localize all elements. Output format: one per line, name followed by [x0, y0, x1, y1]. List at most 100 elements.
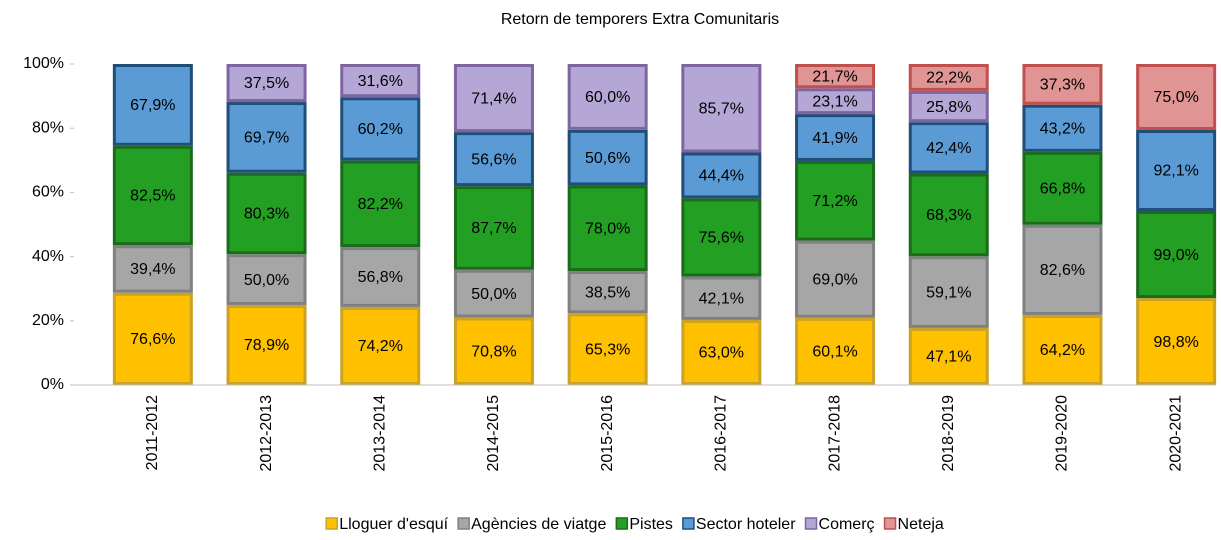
bar-segment: [112, 145, 193, 246]
value-label: 25,8%: [926, 99, 971, 116]
x-tick-label: 2012-2013: [258, 395, 275, 472]
bar-segment: [1022, 224, 1103, 315]
value-label: 21,7%: [812, 68, 857, 85]
value-label: 92,1%: [1153, 163, 1198, 180]
value-label: 71,2%: [812, 193, 857, 210]
y-tick-label: 60%: [32, 184, 64, 201]
legend-swatch: [804, 517, 818, 530]
value-label: 37,3%: [1040, 77, 1085, 94]
value-label: 75,6%: [699, 230, 744, 247]
bar-segment: [795, 114, 876, 161]
bar-segment: [908, 256, 989, 328]
y-tick-label: 20%: [32, 312, 64, 329]
value-label: 69,0%: [812, 271, 857, 288]
value-label: 42,4%: [926, 140, 971, 157]
bar-segment: [908, 173, 989, 257]
value-label: 50,6%: [585, 150, 630, 167]
bar-segment: [795, 317, 876, 386]
value-label: 70,8%: [471, 343, 516, 360]
value-label: 22,2%: [926, 70, 971, 87]
y-tick-label: 40%: [32, 248, 64, 265]
value-label: 44,4%: [699, 168, 744, 185]
x-tick-label: 2017-2018: [826, 395, 843, 472]
bar-segment: [795, 88, 876, 115]
x-tick-label: 2014-2015: [485, 395, 502, 472]
bar-segment: [340, 247, 421, 307]
bar-segment: [340, 160, 421, 248]
bar-segment: [340, 64, 421, 98]
bar-segment: [567, 129, 648, 186]
value-label: 69,7%: [244, 130, 289, 147]
value-label: 82,5%: [130, 188, 175, 205]
bar-segment: [681, 64, 762, 153]
bar-segment: [567, 64, 648, 130]
chart-title: Retorn de temporers Extra Comunitaris: [501, 11, 779, 28]
bar-segment: [112, 245, 193, 293]
value-label: 64,2%: [1040, 342, 1085, 359]
value-label: 87,7%: [471, 220, 516, 237]
x-tick-label: 2020-2021: [1167, 395, 1184, 472]
value-label: 68,3%: [926, 207, 971, 224]
bar-segment: [908, 122, 989, 174]
value-label: 80,3%: [244, 206, 289, 223]
value-label: 23,1%: [812, 93, 857, 110]
bar-segment: [1022, 151, 1103, 225]
legend-label: Agències de viatge: [471, 516, 606, 533]
value-label: 56,8%: [358, 269, 403, 286]
bar-segment: [340, 306, 421, 385]
value-label: 78,0%: [585, 220, 630, 237]
legend-swatch: [682, 517, 695, 530]
bar-segment: [681, 152, 762, 199]
value-label: 42,1%: [699, 290, 744, 307]
bar-segment: [908, 327, 989, 386]
value-label: 31,6%: [358, 73, 403, 90]
value-label: 78,9%: [244, 337, 289, 354]
bar-segment: [1022, 64, 1103, 105]
value-label: 60,1%: [812, 344, 857, 361]
bar-segment: [681, 198, 762, 277]
value-label: 76,6%: [130, 331, 175, 348]
value-label: 38,5%: [585, 284, 630, 301]
value-label: 63,0%: [699, 345, 744, 362]
bar-segment: [453, 186, 534, 270]
value-label: 39,4%: [130, 261, 175, 278]
value-label: 82,6%: [1040, 262, 1085, 279]
value-label: 75,0%: [1153, 89, 1198, 106]
value-label: 99,0%: [1153, 247, 1198, 264]
bar-segment: [226, 172, 307, 255]
bar-segment: [453, 317, 534, 385]
bar-segment: [567, 271, 648, 314]
bar-segment: [795, 240, 876, 318]
legend-label: Neteja: [898, 516, 944, 533]
value-label: 43,2%: [1040, 121, 1085, 138]
value-label: 60,2%: [358, 121, 403, 138]
value-label: 66,8%: [1040, 181, 1085, 198]
legend-label: Pistes: [629, 516, 673, 533]
value-label: 98,8%: [1153, 334, 1198, 351]
legend: Lloguer d'esquí Agències de viatge Pistes S…: [325, 516, 944, 533]
value-label: 59,1%: [926, 284, 971, 301]
value-label: 85,7%: [699, 100, 744, 117]
value-label: 71,4%: [471, 90, 516, 107]
bar-segment: [681, 276, 762, 320]
value-label: 74,2%: [358, 338, 403, 355]
bar-segment: [226, 304, 307, 385]
x-tick-label: 2011-2012: [144, 395, 161, 470]
value-label: 37,5%: [244, 75, 289, 92]
bar-segment: [795, 64, 876, 89]
y-tick-label: 100%: [23, 55, 64, 72]
x-tick-label: 2013-2014: [371, 395, 388, 472]
value-label: 60,0%: [585, 89, 630, 106]
bar-segment: [795, 160, 876, 241]
bar-segment: [1136, 129, 1217, 211]
bar-segment: [908, 90, 989, 123]
legend-label: Comerç: [819, 516, 875, 533]
value-label: 47,1%: [926, 349, 971, 366]
bar-segment: [1136, 210, 1217, 299]
value-label: 56,6%: [471, 151, 516, 168]
x-tick-label: 2018-2019: [940, 395, 957, 472]
bar-segment: [1022, 314, 1103, 385]
legend-swatch: [325, 517, 338, 530]
bar-segment: [112, 292, 193, 385]
